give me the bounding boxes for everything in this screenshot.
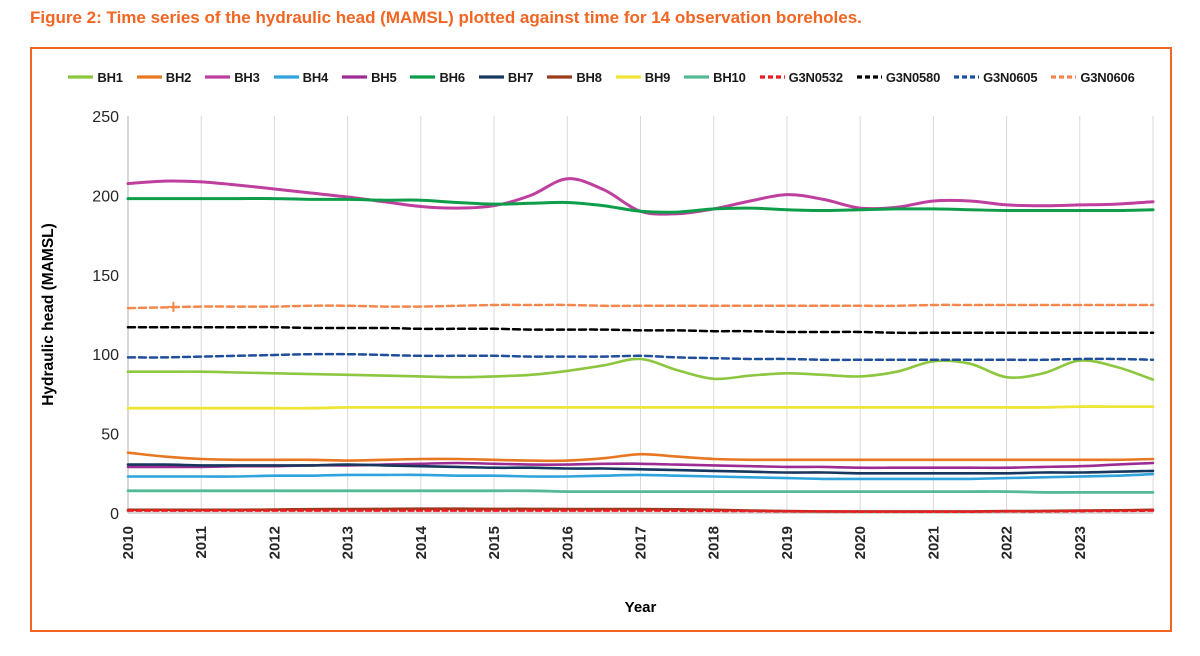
legend-line-swatch-icon [342, 75, 368, 79]
x-axis-title: Year [625, 599, 657, 616]
series-line-BH10 [126, 489, 1155, 494]
legend-line-swatch-icon [478, 75, 504, 79]
x-tick-label: 2018 [706, 526, 723, 559]
x-tick-label: 2016 [559, 526, 576, 559]
series-line-BH7 [126, 463, 1155, 475]
series-line-BH2 [126, 451, 1155, 463]
legend-line-swatch-icon [759, 75, 785, 79]
legend-line-swatch-icon [410, 75, 436, 79]
legend-line-swatch-icon [1051, 75, 1077, 79]
legend-label: BH6 [439, 69, 465, 85]
legend-item-G3N0606: G3N0606 [1050, 69, 1135, 85]
gridlines [127, 116, 1154, 513]
legend-label: BH7 [507, 69, 534, 85]
series-line-G3N0605 [126, 352, 1155, 362]
y-tick-label: 200 [92, 188, 119, 205]
y-tick-label: 50 [101, 427, 119, 444]
legend-line-swatch-icon [205, 75, 231, 79]
x-tick-label: 2017 [633, 526, 650, 559]
series-line-G3N0532 [126, 509, 1155, 513]
legend-item-BH8: BH8 [546, 69, 602, 85]
legend-item-BH3: BH3 [204, 69, 260, 85]
legend-label: BH8 [576, 69, 602, 85]
legend-item-BH10: BH10 [683, 69, 746, 85]
series-line-BH4 [126, 472, 1155, 481]
series-line-BH9 [126, 405, 1155, 410]
legend-label: G3N0606 [1080, 69, 1135, 85]
y-tick-label: 0 [110, 506, 119, 523]
x-tick-label: 2013 [340, 526, 357, 559]
plus-marker-icon [168, 301, 179, 312]
legend-label: BH9 [644, 69, 671, 85]
x-tick-label: 2011 [193, 526, 210, 559]
chart-panel: BH1 BH2 BH3 BH4 BH5 BH6 BH7 BH8 BH9 BH10 G3N0532 G3… [30, 47, 1172, 632]
legend-line-swatch-icon [273, 75, 299, 79]
chart-legend: BH1 BH2 BH3 BH4 BH5 BH6 BH7 BH8 BH9 BH10 G3N0532 G3… [32, 49, 1170, 92]
legend-item-G3N0580: G3N0580 [856, 70, 940, 85]
x-axis-labels: 2010 2011 2012 2013 2014 2015 2016 2017 2018 2019… [120, 525, 1089, 559]
legend-label: G3N0532 [788, 69, 843, 85]
legend-label: G3N0605 [983, 69, 1038, 85]
legend-label: BH2 [165, 69, 192, 85]
legend-label: BH10 [713, 69, 746, 85]
y-axis-title: Hydraulic head (MAMSL) [40, 223, 57, 406]
x-tick-label: 2015 [486, 526, 503, 559]
legend-line-swatch-icon [68, 75, 94, 79]
legend-item-BH5: BH5 [341, 69, 397, 85]
x-tick-label: 2014 [413, 525, 430, 559]
legend-item-G3N0605: G3N0605 [953, 69, 1038, 85]
x-tick-label: 2012 [266, 526, 283, 559]
legend-line-swatch-icon [954, 75, 980, 79]
x-tick-label: 2019 [779, 526, 796, 559]
legend-line-swatch-icon [547, 75, 573, 79]
legend-item-BH7: BH7 [478, 69, 534, 85]
series-line-G3N0580 [126, 325, 1155, 335]
legend-item-BH6: BH6 [409, 69, 465, 85]
y-tick-label: 100 [92, 347, 119, 364]
legend-label: BH3 [234, 69, 260, 85]
legend-item-BH9: BH9 [615, 70, 670, 85]
y-tick-label: 250 [92, 109, 119, 126]
legend-line-swatch-icon [856, 75, 882, 79]
legend-label: BH1 [97, 69, 123, 85]
legend-line-swatch-icon [615, 75, 641, 79]
x-tick-label: 2010 [120, 526, 137, 559]
y-axis-labels: 0 50 100 150 200 250 [92, 109, 119, 523]
series-line-BH6 [126, 197, 1155, 214]
series-line-G3N0606 [126, 303, 1155, 310]
x-tick-label: 2023 [1072, 526, 1089, 559]
legend-item-BH1: BH1 [67, 69, 123, 85]
y-tick-label: 150 [92, 268, 119, 285]
legend-label: BH4 [302, 69, 329, 85]
legend-label: G3N0580 [885, 69, 941, 85]
legend-label: BH5 [371, 69, 397, 85]
figure-title: Figure 2: Time series of the hydraulic h… [30, 8, 862, 27]
x-tick-label: 2020 [852, 526, 869, 559]
legend-item-BH2: BH2 [136, 70, 191, 85]
legend-item-G3N0532: G3N0532 [759, 70, 843, 85]
legend-line-swatch-icon [684, 75, 710, 79]
legend-item-BH4: BH4 [273, 70, 328, 85]
x-tick-label: 2021 [925, 526, 942, 559]
legend-line-swatch-icon [136, 75, 162, 79]
series-line-BH1 [126, 357, 1155, 381]
x-tick-label: 2022 [999, 526, 1016, 559]
